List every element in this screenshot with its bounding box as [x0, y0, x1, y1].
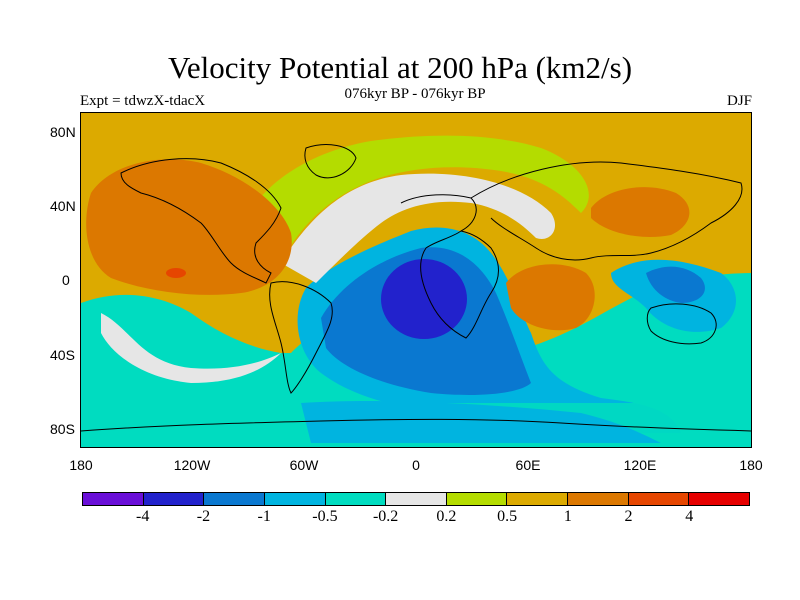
lon-label-0: 0 [412, 457, 420, 473]
region-plus-1-pacific [86, 159, 292, 295]
colorbar-tick-label: -4 [136, 508, 150, 525]
colorbar-segment [325, 493, 387, 505]
lat-label-40n: 40N [50, 198, 76, 214]
experiment-label: Expt = tdwzX-tdacX [80, 93, 206, 109]
lon-label-60e: 60E [515, 457, 541, 473]
colorbar-segment [143, 493, 205, 505]
region-minus-2-core [381, 259, 467, 339]
colorbar-segment [628, 493, 690, 505]
colorbar-segment [386, 493, 447, 505]
colorbar-tick-label: 0.5 [497, 508, 518, 525]
region-near-zero-pacific [101, 313, 281, 383]
colorbar-segment [264, 493, 326, 505]
region-plus-2-pacific [166, 268, 186, 278]
colorbar-segment [446, 493, 508, 505]
lon-label-120w: 120W [173, 457, 211, 473]
lat-label-eq: 0 [62, 272, 70, 288]
lat-label-40s: 40S [50, 347, 75, 363]
colorbar-segment [689, 493, 750, 505]
colorbar-segment [204, 493, 265, 505]
region-zero-line-atlantic [281, 173, 556, 283]
lon-label-180e: 180 [739, 457, 763, 473]
colorbar-tick-label: 1 [563, 508, 572, 525]
colorbar-tick-label: 2 [624, 508, 633, 525]
lat-label-80s: 80S [50, 421, 75, 437]
season-label: DJF [726, 93, 752, 109]
colorbar-segment [507, 493, 569, 505]
colorbar-tick-label: -0.5 [312, 508, 338, 525]
colorbar-segment [83, 493, 144, 505]
colorbar-tick-label: 4 [685, 508, 694, 525]
region-plus-0-2 [241, 135, 589, 263]
region-antarctic-negative [301, 401, 661, 443]
map-title: Velocity Potential at 200 hPa (km2/s) [167, 50, 633, 85]
colorbar-tick-label: -1 [257, 508, 271, 525]
lat-label-80n: 80N [50, 124, 76, 140]
lon-label-180w: 180 [69, 457, 93, 473]
colorbar-tick-label: 0.2 [436, 508, 457, 525]
colorbar-tick-label: -2 [196, 508, 211, 525]
coastlines [81, 144, 751, 432]
lon-label-120e: 120E [623, 457, 657, 473]
region-plus-1-indian [506, 264, 595, 331]
region-plus-1-eastasia [591, 187, 690, 238]
lon-label-60w: 60W [289, 457, 319, 473]
region-maritime-core [646, 266, 705, 303]
colorbar [82, 492, 750, 506]
velocity-potential-field [81, 113, 751, 447]
map-subtitle: 076kyr BP - 076kyr BP [344, 86, 486, 102]
map-panel [80, 112, 752, 448]
colorbar-tick-label: -0.2 [372, 508, 399, 525]
colorbar-segment [568, 493, 629, 505]
